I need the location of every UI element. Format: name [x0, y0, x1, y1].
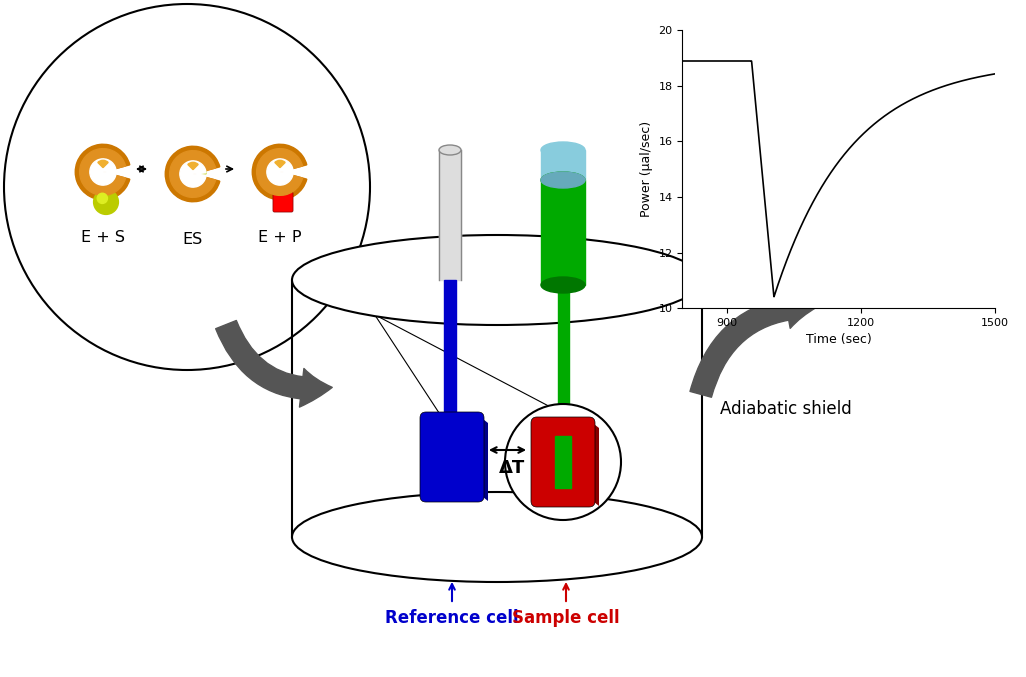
Wedge shape: [256, 149, 303, 196]
FancyArrowPatch shape: [690, 290, 818, 397]
FancyBboxPatch shape: [420, 412, 484, 502]
Polygon shape: [585, 417, 599, 506]
Wedge shape: [97, 160, 108, 168]
Wedge shape: [267, 159, 293, 185]
Text: Reference cell: Reference cell: [385, 609, 519, 627]
Text: E + S: E + S: [81, 230, 125, 244]
Ellipse shape: [541, 277, 585, 293]
Circle shape: [97, 193, 108, 204]
Bar: [558, 285, 569, 447]
Wedge shape: [169, 151, 215, 198]
Text: ES: ES: [183, 232, 203, 246]
Bar: [439, 150, 461, 280]
Text: Adiabatic shield: Adiabatic shield: [720, 400, 852, 418]
Wedge shape: [165, 146, 220, 202]
Wedge shape: [252, 144, 307, 200]
Ellipse shape: [541, 172, 585, 188]
Y-axis label: Power (μal/sec): Power (μal/sec): [640, 121, 653, 217]
Bar: [541, 180, 585, 285]
Text: ΔT: ΔT: [499, 459, 525, 477]
Polygon shape: [474, 412, 488, 501]
Ellipse shape: [292, 492, 702, 582]
Ellipse shape: [541, 142, 585, 158]
Bar: [541, 150, 585, 180]
Ellipse shape: [541, 172, 585, 188]
Circle shape: [180, 155, 206, 183]
Bar: [444, 280, 456, 412]
Wedge shape: [180, 161, 206, 187]
Circle shape: [505, 404, 621, 520]
FancyBboxPatch shape: [531, 417, 595, 507]
Circle shape: [184, 159, 195, 171]
Wedge shape: [75, 144, 130, 200]
Wedge shape: [80, 149, 125, 196]
Wedge shape: [188, 162, 198, 170]
Bar: [555, 436, 571, 488]
FancyArrowPatch shape: [215, 320, 332, 407]
Wedge shape: [90, 159, 116, 185]
Text: E + P: E + P: [259, 230, 302, 244]
Ellipse shape: [292, 235, 702, 325]
Text: Sample cell: Sample cell: [512, 609, 620, 627]
Wedge shape: [275, 160, 285, 168]
Ellipse shape: [439, 145, 461, 155]
Circle shape: [4, 4, 370, 370]
Circle shape: [93, 190, 118, 215]
X-axis label: Time (sec): Time (sec): [805, 333, 872, 347]
FancyBboxPatch shape: [273, 192, 293, 212]
